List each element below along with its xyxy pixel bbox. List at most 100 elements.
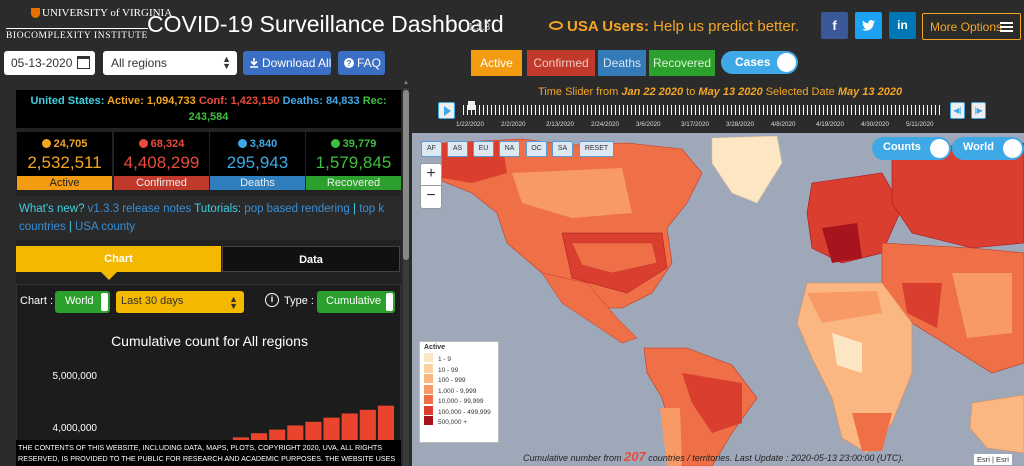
slider-handle[interactable] bbox=[468, 101, 475, 110]
tab-recovered[interactable]: Recovered bbox=[649, 50, 715, 76]
uva-logo[interactable]: UNIVERSITY of VIRGINIA BIOCOMPLEXITY INS… bbox=[6, 6, 172, 42]
date-picker[interactable]: 05-13-2020 bbox=[4, 51, 95, 75]
download-all-label: Download All bbox=[262, 56, 332, 70]
tab-active[interactable]: Active bbox=[471, 50, 522, 76]
period-selected: Last 30 days bbox=[121, 295, 184, 307]
tab-deaths[interactable]: Deaths bbox=[598, 50, 646, 76]
region-button-af[interactable]: AF bbox=[421, 141, 442, 157]
legend-swatch bbox=[424, 384, 433, 394]
footnote-prefix: Cumulative number from bbox=[523, 453, 625, 463]
map-attribution[interactable]: Esri | Esri bbox=[974, 454, 1012, 465]
map-canvas[interactable] bbox=[412, 133, 1024, 466]
period-select[interactable]: Last 30 days ▲ ▼ bbox=[116, 291, 244, 313]
info-icon[interactable]: i bbox=[265, 293, 279, 307]
region-select[interactable]: All regions ▲ ▼ bbox=[103, 51, 237, 75]
step-back-icon[interactable]: ◀| bbox=[950, 102, 965, 119]
more-options-button[interactable]: More Options bbox=[922, 13, 1021, 40]
us-recovered-value: 243,584 bbox=[188, 111, 229, 123]
recovered-label: Recovered bbox=[306, 176, 401, 190]
chart-card: Chart : World Last 30 days ▲ ▼ i Type : C… bbox=[16, 284, 401, 466]
selected-label: Selected Date bbox=[765, 86, 838, 98]
world-toggle[interactable]: World bbox=[952, 137, 1024, 160]
question-icon: ? bbox=[344, 58, 354, 68]
arrow-up-icon bbox=[41, 139, 51, 148]
world-toggle-label: World bbox=[963, 141, 994, 153]
faq-button[interactable]: ? FAQ bbox=[338, 51, 385, 75]
step-forward-icon[interactable]: |▶ bbox=[971, 102, 986, 119]
legend-label: 10 - 99 bbox=[438, 366, 459, 374]
legend-item: 1,000 - 9,999 bbox=[424, 384, 496, 396]
tutorials-label: Tutorials: bbox=[191, 203, 242, 215]
us-label: United States: bbox=[30, 95, 105, 107]
download-all-button[interactable]: Download All bbox=[243, 51, 331, 75]
tab-confirmed[interactable]: Confirmed bbox=[527, 50, 595, 76]
slider-tick-label: 4/19/2020 bbox=[816, 121, 845, 128]
recovered-delta: 39,779 bbox=[342, 138, 377, 150]
zoom-in-button[interactable]: + bbox=[421, 164, 441, 186]
top-k-link[interactable]: top k bbox=[359, 203, 385, 215]
scrollbar-track[interactable] bbox=[403, 88, 409, 466]
chart-type-toggle[interactable]: Cumulative bbox=[317, 291, 395, 313]
usa-county-link[interactable]: USA county bbox=[71, 221, 136, 233]
chart-scope-label: World bbox=[65, 295, 94, 307]
stat-card-deaths: 3,840 295,943 Deaths bbox=[210, 132, 305, 190]
region-button-eu[interactable]: EU bbox=[473, 141, 494, 157]
zoom-out-button[interactable]: − bbox=[426, 187, 436, 204]
tab-data[interactable]: Data bbox=[222, 246, 400, 272]
counts-toggle-label: Counts bbox=[883, 141, 921, 153]
cases-toggle[interactable]: Cases bbox=[721, 51, 798, 74]
facebook-icon[interactable]: f bbox=[821, 12, 848, 39]
slider-tick-label: 2/13/2020 bbox=[546, 121, 575, 128]
release-notes-link[interactable]: v1.3.3 release notes bbox=[84, 203, 192, 215]
scroll-up-icon[interactable]: ▲ bbox=[403, 80, 409, 86]
play-icon[interactable] bbox=[438, 102, 455, 119]
y-tick-label: 4,000,000 bbox=[53, 423, 98, 434]
scrollbar-thumb[interactable] bbox=[403, 90, 409, 260]
legend-label: 1 - 9 bbox=[438, 356, 452, 363]
slider-tick-label: 3/28/2020 bbox=[726, 121, 755, 128]
region-button-reset[interactable]: RESET bbox=[579, 141, 614, 157]
region-button-as[interactable]: AS bbox=[447, 141, 468, 157]
us-active: Active: 1,094,733 bbox=[107, 95, 196, 107]
chart-scope-toggle[interactable]: World bbox=[55, 291, 110, 313]
chart-label: Chart : bbox=[20, 295, 54, 307]
legend-item: 10,000 - 99,999 bbox=[424, 395, 496, 406]
world-map[interactable]: AF AS EU NA OC SA RESET + − Counts World… bbox=[412, 133, 1024, 466]
sort-arrows-icon: ▲ ▼ bbox=[222, 54, 231, 71]
zoom-control: + − bbox=[420, 163, 442, 209]
tab-chart[interactable]: Chart bbox=[16, 246, 221, 272]
slider-tick-label: 4/8/2020 bbox=[771, 121, 796, 128]
page-title: COVID-19 Surveillance Dashboard bbox=[147, 11, 504, 37]
legend-label: 1,000 - 9,999 bbox=[438, 387, 477, 395]
separator: | bbox=[349, 203, 360, 215]
country-count: 207 bbox=[624, 449, 646, 464]
legend-swatch bbox=[424, 353, 433, 362]
pop-rendering-link[interactable]: pop based rendering bbox=[241, 203, 350, 215]
uva-shield-icon bbox=[31, 8, 40, 18]
arrow-up-icon bbox=[330, 139, 340, 148]
slider-tick-labels: 1/22/2020 2/2/2020 2/13/2020 2/24/2020 3/6/2… bbox=[456, 121, 946, 131]
usa-users-promo[interactable]: USA Users: Help us predict better. bbox=[549, 18, 799, 35]
eye-icon bbox=[549, 21, 563, 30]
chart-type-label: Cumulative bbox=[326, 295, 382, 307]
slider-track[interactable] bbox=[463, 105, 941, 115]
region-selected: All regions bbox=[111, 56, 168, 70]
region-button-oc[interactable]: OC bbox=[526, 141, 547, 157]
stat-card-active: 24,705 2,532,511 Active bbox=[17, 132, 112, 190]
calendar-icon bbox=[77, 56, 90, 69]
deaths-delta: 3,840 bbox=[249, 138, 278, 150]
legend-swatch bbox=[424, 374, 433, 383]
top-k-link-cont[interactable]: countries bbox=[19, 221, 66, 233]
legend-swatch bbox=[424, 395, 433, 404]
legend-swatch bbox=[424, 416, 433, 425]
linkedin-icon[interactable]: in bbox=[889, 12, 916, 39]
disclaimer-line-2: RESERVED, IS PROVIDED TO THE PUBLIC FOR … bbox=[18, 454, 396, 466]
disclaimer-line-1: THE CONTENTS OF THIS WEBSITE, INCLUDING … bbox=[18, 443, 383, 452]
counts-toggle[interactable]: Counts bbox=[872, 137, 951, 160]
region-button-na[interactable]: NA bbox=[499, 141, 520, 157]
twitter-icon[interactable] bbox=[855, 12, 882, 39]
map-legend: Active 1 - 9 10 - 99 100 - 999 1,000 - 9,99… bbox=[419, 341, 499, 443]
hamburger-icon bbox=[1000, 22, 1013, 32]
region-button-sa[interactable]: SA bbox=[552, 141, 573, 157]
active-total: 2,532,511 bbox=[27, 153, 102, 172]
